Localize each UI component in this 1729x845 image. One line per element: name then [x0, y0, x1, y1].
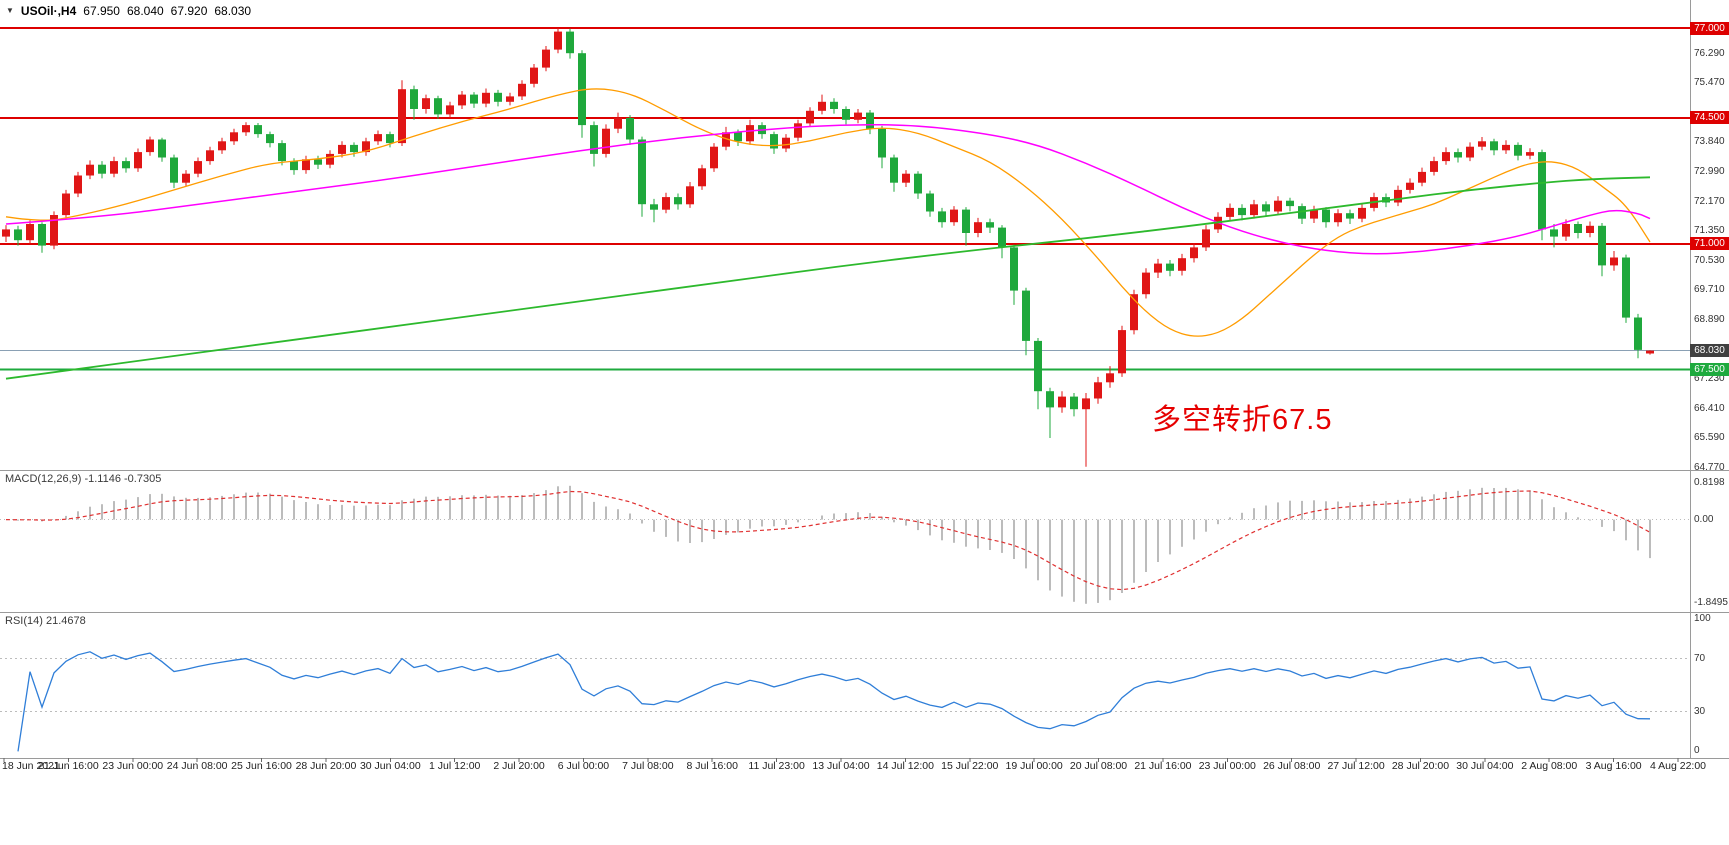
horizontal-level-lines [0, 27, 1690, 371]
pane-frame [0, 0, 1729, 762]
macd-axis-label: 0.8198 [1694, 476, 1725, 488]
time-axis[interactable]: 18 Jun 2021 21 Jun 16:00 23 Jun 00:00 24 Ju… [0, 760, 1729, 776]
rsi-axis-label: 70 [1694, 652, 1706, 664]
ma-line-orange [5, 88, 1651, 337]
rsi-indicator-label: RSI(14) 21.4678 [5, 615, 86, 627]
macd-axis-label: 0.00 [1694, 513, 1714, 525]
price-tick-label: 72.170 [1694, 195, 1725, 207]
price-tick-label: 76.290 [1694, 47, 1725, 59]
price-tick-label: 65.590 [1694, 432, 1725, 444]
time-axis-label: 27 Jul 12:00 [1327, 760, 1385, 772]
macd-histogram [17, 485, 1651, 604]
time-axis-label: 24 Jun 08:00 [166, 760, 228, 772]
symbol-ohlc-header: ▼ USOil·,H4 67.950 68.040 67.920 68.030 [6, 4, 251, 18]
price-tag: 74.500 [1690, 111, 1729, 125]
time-axis-label: 18 Jun 2021 [2, 760, 60, 772]
moving-average-lines [5, 88, 1651, 380]
price-tick-label: 67.230 [1694, 373, 1725, 385]
price-tag: 77.000 [1690, 21, 1729, 35]
price-tick-label: 71.350 [1694, 225, 1725, 237]
rsi-axis-label: 0 [1694, 745, 1700, 757]
chart-icon: ▼ [6, 6, 14, 15]
time-axis-label: 4 Aug 22:00 [1649, 760, 1707, 772]
low-value: 67.920 [170, 4, 208, 18]
time-axis-label: 23 Jul 00:00 [1198, 760, 1256, 772]
price-axis[interactable]: 76.290 75.470 73.840 72.990 72.170 71.350 70.5… [1690, 0, 1729, 758]
chart-annotation-text[interactable]: 多空转折67.5 [1152, 404, 1333, 436]
time-axis-label: 1 Jul 12:00 [429, 760, 481, 772]
ma-line-magenta [5, 123, 1651, 255]
rsi-line [17, 651, 1651, 752]
time-axis-label: 30 Jun 04:00 [359, 760, 421, 772]
time-axis-label: 19 Jul 00:00 [1005, 760, 1063, 772]
symbol-period-label: USOil·,H4 [20, 4, 77, 18]
time-axis-label: 6 Jul 00:00 [557, 760, 610, 772]
open-value: 67.950 [83, 4, 120, 18]
close-value: 68.030 [214, 4, 252, 18]
time-axis-label: 13 Jul 04:00 [812, 760, 870, 772]
time-axis-label: 2 Aug 08:00 [1521, 760, 1578, 772]
time-axis-label: 20 Jul 08:00 [1069, 760, 1128, 772]
time-axis-label: 21 Jun 16:00 [38, 760, 99, 772]
time-axis-label: 30 Jul 04:00 [1456, 760, 1514, 772]
price-tick-label: 69.710 [1694, 284, 1725, 296]
time-axis-label: 8 Jul 16:00 [686, 760, 738, 772]
price-tag: 71.000 [1690, 237, 1729, 251]
time-axis-label: 21 Jul 16:00 [1134, 760, 1192, 772]
price-tick-label: 73.840 [1694, 135, 1725, 147]
price-tag: 67.500 [1690, 363, 1729, 377]
time-axis-label: 23 Jun 00:00 [102, 760, 164, 772]
rsi-axis-label: 30 [1694, 705, 1706, 717]
macd-indicator-label: MACD(12,26,9) -1.1146 -0.7305 [5, 473, 162, 485]
macd-pane [0, 485, 1690, 604]
price-tick-label: 70.530 [1694, 254, 1725, 266]
time-axis-label: 14 Jul 12:00 [876, 760, 934, 772]
time-axis-label: 2 Jul 20:00 [493, 760, 545, 772]
ma-line-green [5, 176, 1651, 380]
time-axis-label: 26 Jul 08:00 [1263, 760, 1321, 772]
high-value: 68.040 [126, 4, 164, 18]
price-tag: 68.030 [1690, 344, 1729, 358]
rsi-pane [0, 651, 1690, 752]
price-tick-label: 72.990 [1694, 166, 1725, 178]
price-tick-label: 68.890 [1694, 313, 1725, 325]
price-tick-label: 75.470 [1694, 77, 1725, 89]
time-axis-label: 3 Aug 16:00 [1585, 760, 1642, 772]
macd-axis-label: -1.8495 [1694, 597, 1728, 608]
time-axis-label: 28 Jun 20:00 [295, 760, 357, 772]
time-axis-label: 25 Jun 16:00 [231, 760, 292, 772]
time-axis-label: 15 Jul 22:00 [941, 760, 999, 772]
price-tick-label: 66.410 [1694, 402, 1725, 414]
price-tick-label: 64.770 [1694, 461, 1725, 473]
time-axis-label: 7 Jul 08:00 [622, 760, 674, 772]
time-axis-label: 11 Jul 23:00 [748, 760, 805, 772]
candlestick-series [2, 28, 1654, 467]
macd-signal-line [5, 490, 1651, 591]
time-axis-label: 28 Jul 20:00 [1391, 760, 1450, 772]
rsi-axis-label: 100 [1694, 612, 1711, 624]
